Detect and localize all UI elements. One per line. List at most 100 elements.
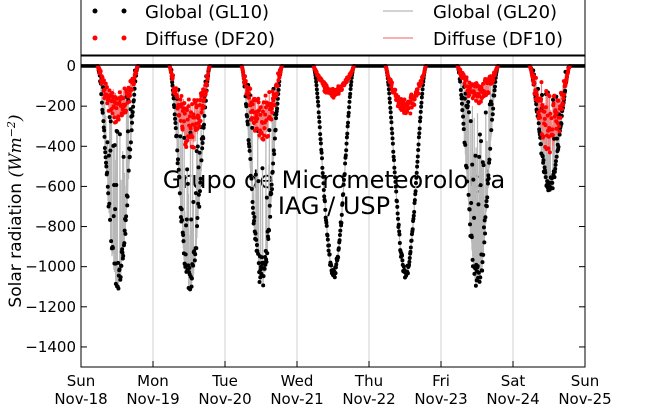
gl10-point bbox=[400, 253, 405, 258]
gl10-point bbox=[249, 176, 254, 181]
df20-point bbox=[547, 150, 552, 155]
df20-point bbox=[550, 133, 555, 138]
df20-point bbox=[416, 91, 421, 96]
gl10-point bbox=[191, 263, 196, 268]
gl10-point bbox=[324, 223, 329, 228]
gl10-point bbox=[333, 271, 338, 276]
gl10-point bbox=[418, 119, 423, 124]
df20-point bbox=[458, 67, 463, 72]
gl10-point bbox=[390, 131, 395, 136]
gl10-point bbox=[396, 216, 401, 221]
gl10-point bbox=[416, 148, 421, 153]
x-tick-label-date: Nov-24 bbox=[486, 390, 539, 408]
df20-point bbox=[405, 109, 410, 114]
gl10-point bbox=[131, 98, 136, 103]
gl10-point bbox=[343, 161, 348, 166]
gl10-point bbox=[489, 102, 494, 107]
gl10-point bbox=[200, 141, 205, 146]
df20-point bbox=[202, 97, 207, 102]
gl10-point bbox=[391, 154, 396, 159]
gl10-point bbox=[107, 115, 112, 120]
gl10-point bbox=[462, 96, 467, 101]
df20-point bbox=[117, 100, 122, 105]
gl10-point bbox=[554, 154, 559, 159]
gl10-point bbox=[411, 213, 416, 218]
gl10-point bbox=[107, 201, 112, 206]
df20-point bbox=[481, 81, 486, 86]
df20-point bbox=[174, 87, 179, 92]
gl10-point bbox=[116, 286, 121, 291]
gl10-point bbox=[394, 189, 399, 194]
legend-entry-df20: Diffuse (DF20) bbox=[92, 29, 275, 50]
gl10-point bbox=[480, 260, 485, 265]
gl10-point bbox=[176, 167, 181, 172]
gl10-point bbox=[349, 79, 354, 84]
df20-point bbox=[546, 134, 551, 139]
gl10-point bbox=[180, 218, 185, 223]
x-tick-label-date: Nov-23 bbox=[414, 390, 467, 408]
gl10-point bbox=[339, 212, 344, 217]
gl10-point bbox=[408, 245, 413, 250]
df20-point bbox=[98, 69, 103, 74]
gl10-point bbox=[175, 157, 180, 162]
gl10-point bbox=[101, 119, 106, 124]
gl10-point bbox=[99, 100, 104, 105]
gl10-point bbox=[322, 199, 327, 204]
gl10-point bbox=[129, 128, 134, 133]
gl10-point bbox=[477, 132, 482, 137]
gl10-point bbox=[110, 245, 115, 250]
gl10-point bbox=[407, 263, 412, 268]
gl10-point bbox=[551, 97, 556, 102]
legend-label-gl20: Global (GL20) bbox=[433, 2, 557, 23]
gl10-point bbox=[196, 192, 201, 197]
gl10-point bbox=[395, 211, 400, 216]
df20-point bbox=[190, 135, 195, 140]
gl10-point bbox=[334, 262, 339, 267]
df20-point bbox=[199, 90, 204, 95]
gl10-point bbox=[172, 105, 177, 110]
gl10-point bbox=[340, 201, 345, 206]
gl10-point bbox=[492, 93, 497, 98]
gl10-point bbox=[130, 113, 135, 118]
gl10-point bbox=[179, 207, 184, 212]
gl10-point bbox=[326, 248, 331, 253]
df20-point bbox=[542, 109, 547, 114]
y-tick-label: −400 bbox=[35, 137, 76, 155]
gl10-point bbox=[414, 175, 419, 180]
gl10-point bbox=[471, 177, 476, 182]
df20-point bbox=[557, 124, 562, 129]
gl10-point bbox=[412, 198, 417, 203]
gl10-point bbox=[105, 170, 110, 175]
df20-point bbox=[255, 116, 260, 121]
gl10-point bbox=[126, 168, 131, 173]
gl10-point bbox=[267, 228, 272, 233]
gl10-point bbox=[400, 258, 405, 263]
df20-point bbox=[195, 98, 200, 103]
x-tick-label-day: Sun bbox=[67, 372, 96, 390]
gl10-point bbox=[125, 194, 130, 199]
legend-marker-gl10-dot bbox=[92, 8, 98, 14]
df20-point bbox=[551, 101, 556, 106]
gl10-point bbox=[189, 276, 194, 281]
df20-point bbox=[393, 88, 398, 93]
df20-point bbox=[261, 100, 266, 105]
gl10-point bbox=[272, 151, 277, 156]
legend-label-df10: Diffuse (DF10) bbox=[433, 29, 563, 50]
gl10-point bbox=[469, 235, 474, 240]
gl10-point bbox=[251, 211, 256, 216]
gl10-point bbox=[417, 126, 422, 131]
gl10-point bbox=[543, 170, 548, 175]
gl10-point bbox=[178, 134, 183, 139]
df20-point bbox=[258, 105, 263, 110]
gl10-point bbox=[333, 265, 338, 270]
gl10-point bbox=[470, 162, 475, 167]
df20-point bbox=[103, 81, 108, 86]
df20-point bbox=[110, 90, 115, 95]
gl10-point bbox=[321, 174, 326, 179]
gl10-point bbox=[344, 148, 349, 153]
gl10-point bbox=[389, 126, 394, 131]
gl10-point bbox=[405, 271, 410, 276]
df20-point bbox=[186, 104, 191, 109]
gl10-point bbox=[463, 142, 468, 147]
gl10-point bbox=[419, 100, 424, 105]
